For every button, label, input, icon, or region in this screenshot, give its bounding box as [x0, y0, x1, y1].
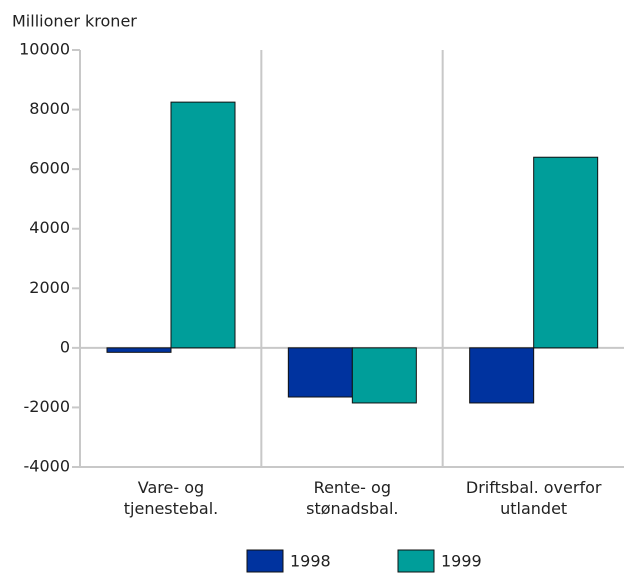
y-tick-label: 8000 — [29, 99, 70, 118]
bar — [351, 347, 417, 404]
legend-swatch — [397, 549, 435, 573]
bar — [287, 347, 353, 398]
y-tick-label: -4000 — [24, 457, 71, 476]
legend-swatch — [246, 549, 284, 573]
bar — [533, 156, 599, 349]
legend-label: 1999 — [441, 552, 482, 571]
y-tick-label: 4000 — [29, 218, 70, 237]
x-tick-label: Rente- og stønadsbal. — [306, 478, 398, 518]
y-tick-label: 6000 — [29, 159, 70, 178]
y-tick-label: 0 — [60, 337, 70, 356]
y-axis-label: Millioner kroner — [12, 12, 137, 31]
y-tick-label: -2000 — [24, 397, 71, 416]
x-tick-label: Vare- og tjenestebal. — [124, 478, 219, 518]
x-tick-label: Driftsbal. overfor utlandet — [466, 478, 602, 518]
bar — [106, 347, 172, 353]
y-tick-label: 2000 — [29, 278, 70, 297]
y-tick-label: 10000 — [19, 40, 70, 59]
bar — [469, 347, 535, 404]
bar — [170, 101, 236, 349]
legend-label: 1998 — [290, 552, 331, 571]
